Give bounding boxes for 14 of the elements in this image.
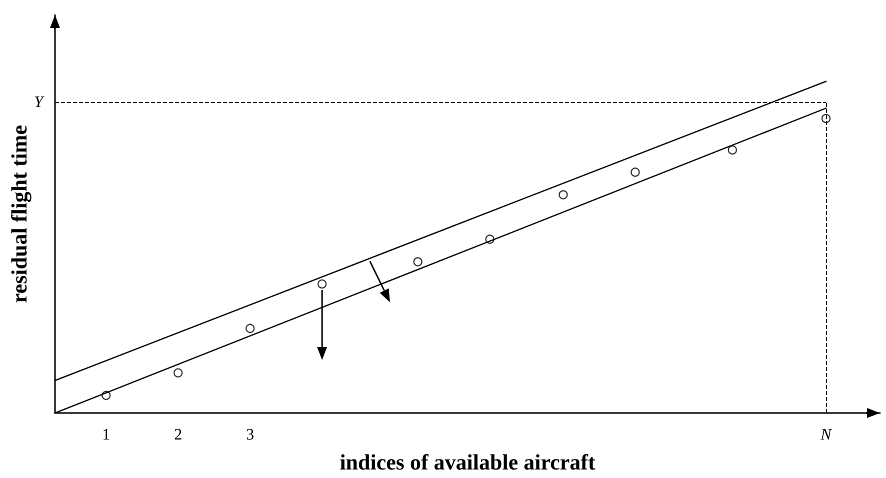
- point: [246, 324, 255, 334]
- x-tick-label: 1: [102, 426, 110, 444]
- x-axis-title: indices of available aircraft: [340, 450, 596, 474]
- point: [630, 168, 640, 177]
- y-axis-title: residual flight time: [6, 124, 32, 304]
- ref-line-label: Y: [34, 94, 46, 112]
- x-tick-label: 3: [246, 426, 254, 444]
- point: [317, 279, 327, 289]
- x-tick-label: 2: [174, 426, 182, 444]
- point: [728, 145, 738, 155]
- point: [174, 368, 183, 378]
- x-tick-label: N: [820, 426, 833, 444]
- point: [558, 190, 568, 200]
- point: [413, 257, 422, 266]
